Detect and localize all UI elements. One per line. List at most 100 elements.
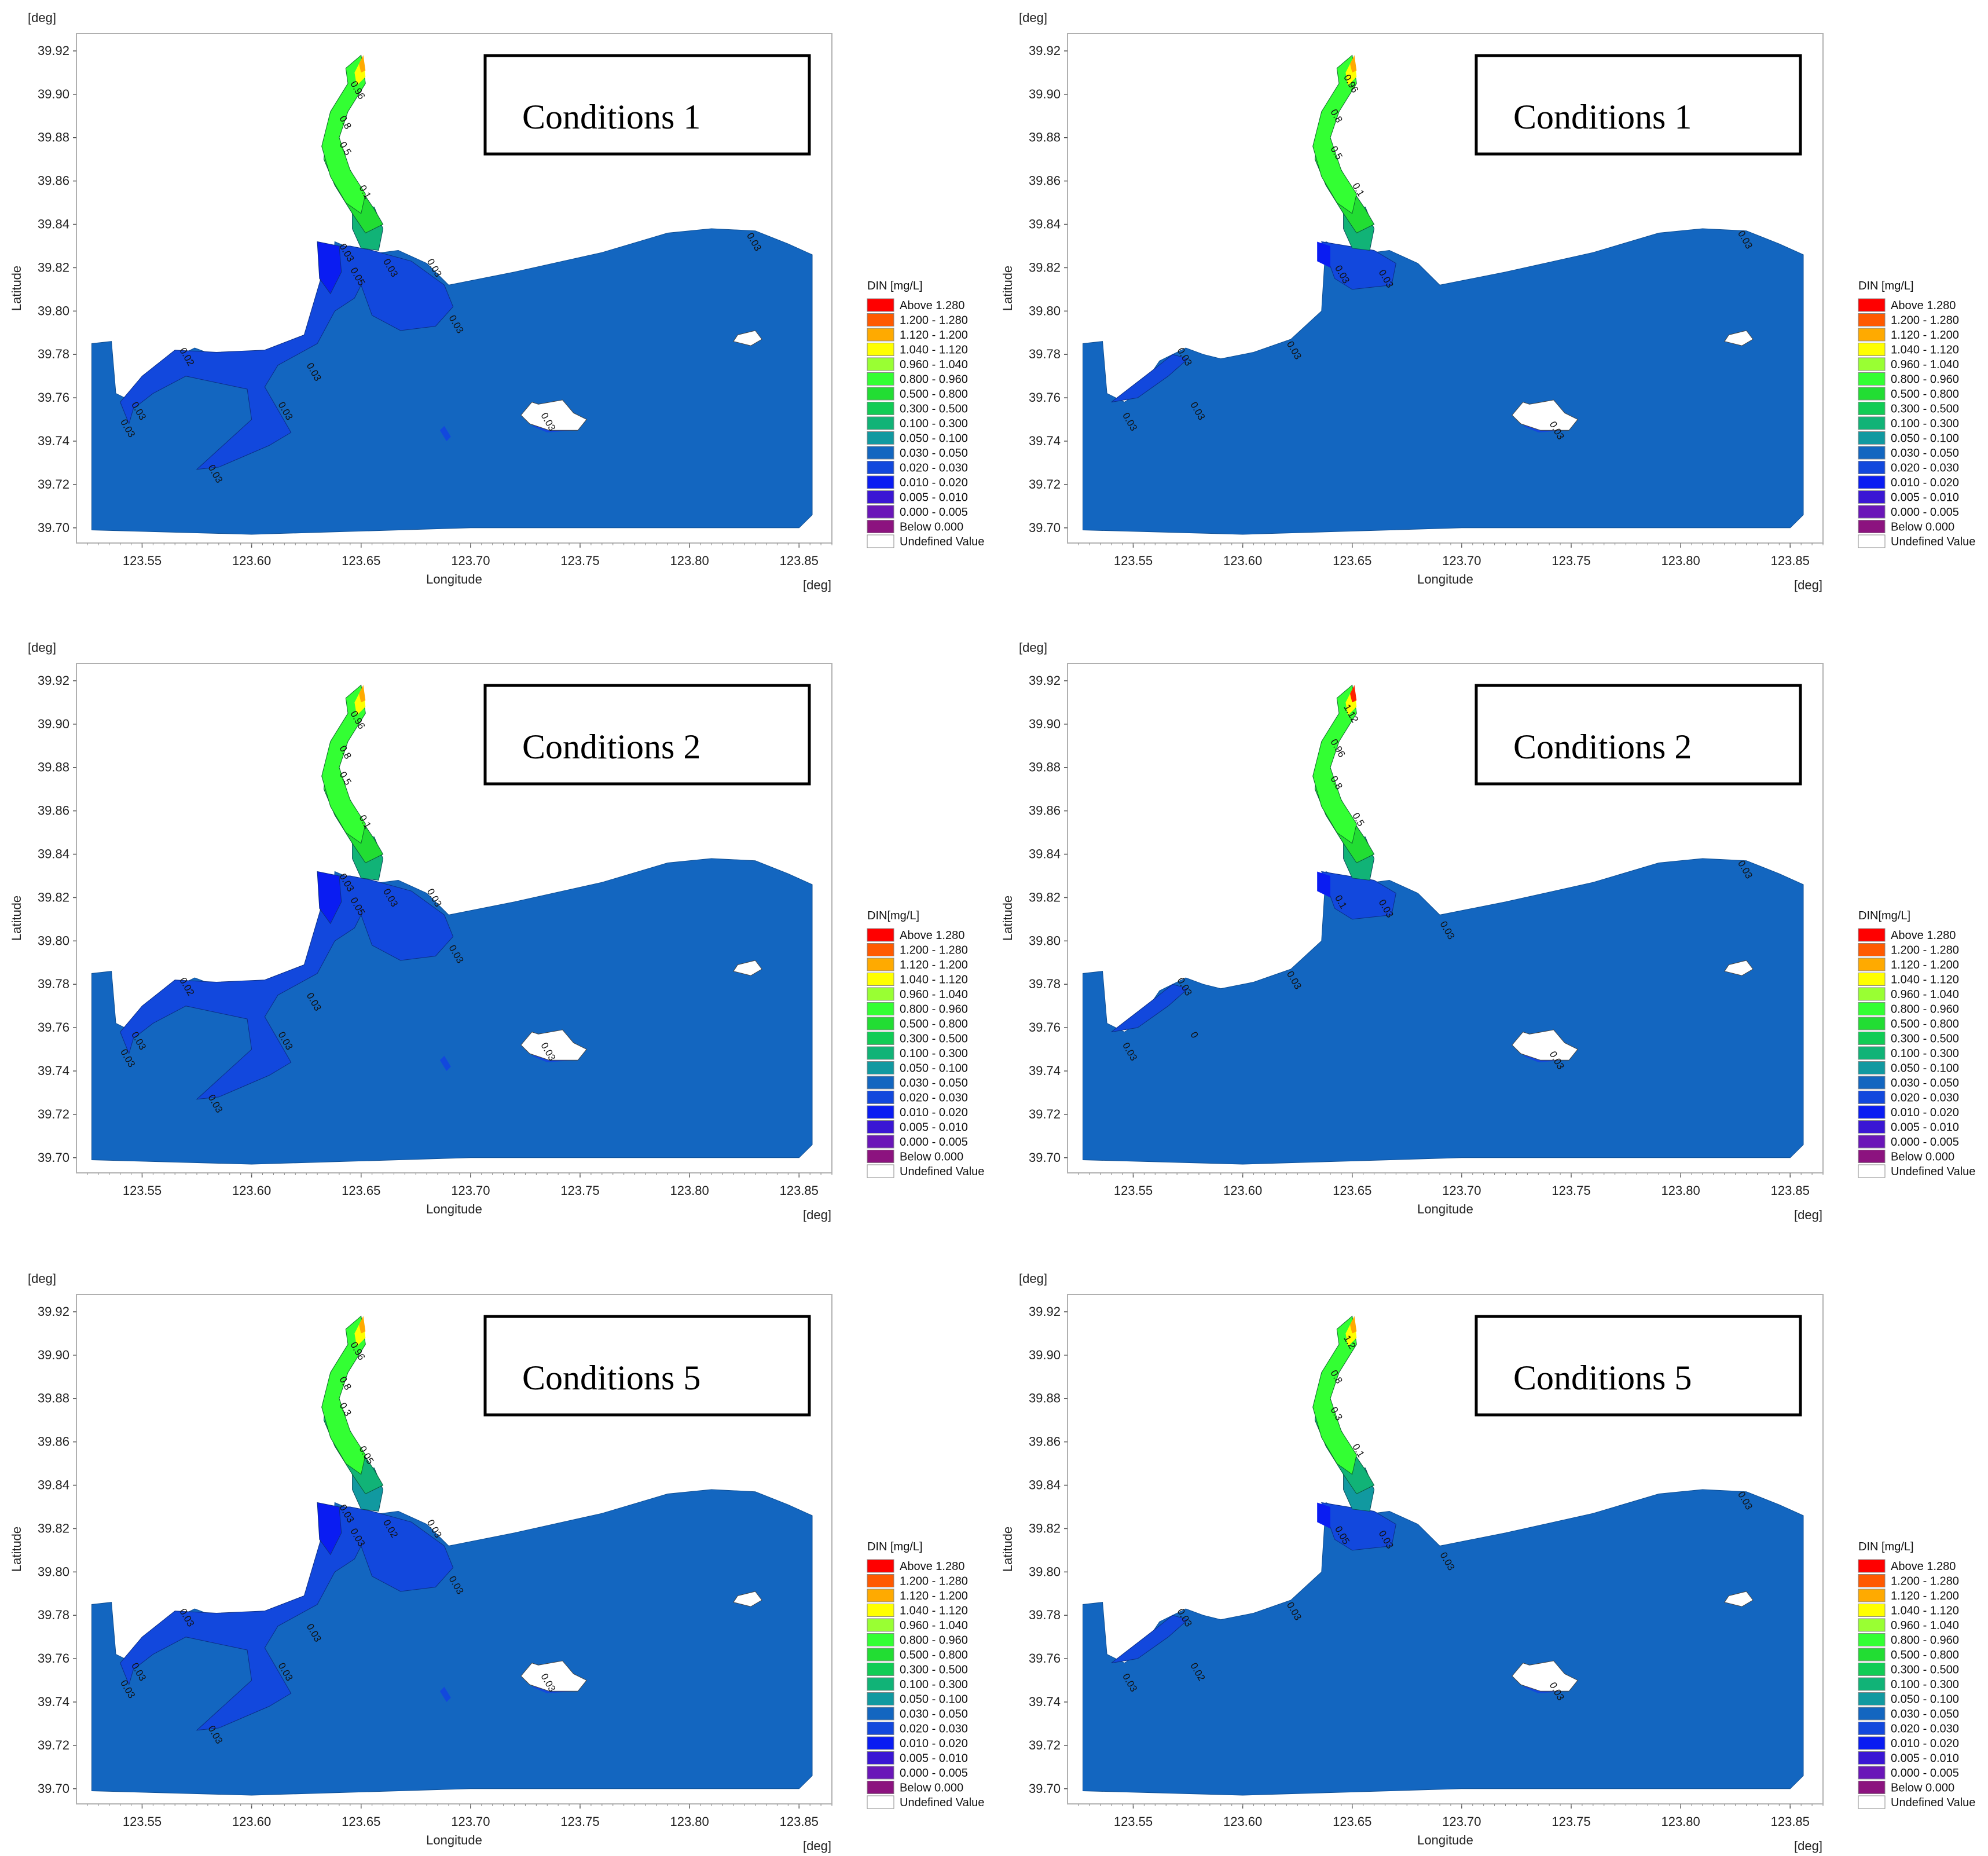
legend-swatch xyxy=(1858,1017,1886,1030)
x-tick-label: 123.85 xyxy=(780,553,819,568)
legend-swatch xyxy=(867,534,894,548)
legend-label: 0.050 - 0.100 xyxy=(1891,1062,1959,1075)
y-tick-label: 39.74 xyxy=(38,1063,69,1078)
y-unit-label: [deg] xyxy=(1019,10,1047,25)
condition-box xyxy=(483,684,811,786)
legend-swatch xyxy=(1858,1781,1886,1794)
x-tick-label: 123.75 xyxy=(1551,1183,1590,1198)
legend-swatch xyxy=(867,313,894,327)
legend-swatch xyxy=(867,1120,894,1134)
y-unit-label: [deg] xyxy=(28,640,56,655)
condition-label: Conditions 1 xyxy=(522,98,700,136)
legend-label: 1.120 - 1.200 xyxy=(1891,959,1959,971)
legend-swatch xyxy=(1858,928,1886,942)
island-main xyxy=(1512,1660,1579,1692)
y-tick-label: 39.72 xyxy=(38,1107,69,1121)
legend-label: 0.030 - 0.050 xyxy=(1891,447,1959,460)
legend-label: Above 1.280 xyxy=(900,299,964,312)
y-tick-label: 39.84 xyxy=(1029,847,1061,861)
x-tick-label: 123.70 xyxy=(451,1814,490,1829)
river-orange-band xyxy=(359,55,366,73)
x-tick-label: 123.65 xyxy=(342,1183,380,1198)
legend-swatch xyxy=(1858,1559,1886,1573)
x-unit-label: [deg] xyxy=(1794,1208,1822,1222)
legend-label: Undefined Value xyxy=(900,1165,984,1178)
y-tick-label: 39.70 xyxy=(38,1150,69,1165)
legend-label: 0.030 - 0.050 xyxy=(900,1708,968,1721)
island-main xyxy=(520,1029,588,1061)
plume-010-020 xyxy=(317,871,342,925)
y-tick-label: 39.86 xyxy=(1029,174,1061,188)
legend-label: 0.960 - 1.040 xyxy=(1891,358,1959,371)
legend-label: 0.005 - 0.010 xyxy=(900,1752,968,1765)
island-main xyxy=(1512,1029,1579,1061)
legend-label: 0.100 - 0.300 xyxy=(900,417,968,430)
map-panel: [deg] [deg] Longitude Latitude 39.92 39.90 39.… xyxy=(1000,640,1975,1222)
x-unit-label: [deg] xyxy=(803,578,831,592)
legend-swatch xyxy=(867,1002,894,1015)
legend-label: 1.120 - 1.200 xyxy=(900,1590,968,1602)
legend-swatch xyxy=(1858,1076,1886,1090)
x-axis-title: Longitude xyxy=(1417,1833,1473,1847)
legend-swatch xyxy=(867,1766,894,1780)
legend-swatch xyxy=(867,1046,894,1060)
river-high-band xyxy=(321,684,366,844)
legend-swatch xyxy=(1858,958,1886,971)
legend-label: 0.005 - 0.010 xyxy=(1891,491,1959,504)
legend-title: DIN[mg/L] xyxy=(1858,909,1910,922)
y-tick-label: 39.78 xyxy=(38,977,69,991)
legend-label: 0.960 - 1.040 xyxy=(1891,1619,1959,1632)
y-tick-label: 39.72 xyxy=(1029,1738,1061,1752)
x-tick-label: 123.80 xyxy=(670,1814,709,1829)
legend-label: 0.500 - 0.800 xyxy=(1891,1018,1959,1030)
legend-label: 0.010 - 0.020 xyxy=(900,1737,968,1750)
y-tick-label: 39.70 xyxy=(1029,1150,1061,1165)
x-tick-label: 123.70 xyxy=(1442,1183,1481,1198)
y-tick-label: 39.88 xyxy=(1029,130,1061,145)
plume-patch xyxy=(439,1055,451,1071)
legend-swatch xyxy=(1858,1002,1886,1015)
legend-label: Below 0.000 xyxy=(900,1151,963,1164)
x-tick-label: 123.65 xyxy=(1333,553,1371,568)
x-tick-label: 123.70 xyxy=(1442,553,1481,568)
legend-swatch xyxy=(1858,1766,1886,1780)
legend-label: Undefined Value xyxy=(900,535,984,548)
legend-swatch xyxy=(1858,1677,1886,1691)
legend-label: 0.000 - 0.005 xyxy=(1891,1767,1959,1780)
island-small xyxy=(1723,1591,1754,1607)
legend-label: Undefined Value xyxy=(1891,535,1975,548)
legend-label: 1.040 - 1.120 xyxy=(900,1605,968,1617)
legend-swatch xyxy=(867,1589,894,1602)
legend-label: Below 0.000 xyxy=(900,1782,963,1795)
x-unit-label: [deg] xyxy=(1794,1839,1822,1853)
legend-swatch xyxy=(867,1663,894,1676)
legend-label: 0.300 - 0.500 xyxy=(900,403,968,416)
legend-title: DIN [mg/L] xyxy=(1858,280,1914,292)
y-tick-label: 39.92 xyxy=(1029,1304,1061,1319)
x-tick-label: 123.80 xyxy=(1661,1814,1700,1829)
legend-swatch xyxy=(1858,1150,1886,1163)
y-tick-label: 39.78 xyxy=(38,347,69,361)
y-tick-label: 39.76 xyxy=(38,1020,69,1035)
legend-label: 1.120 - 1.200 xyxy=(900,329,968,342)
legend-swatch xyxy=(867,958,894,971)
legend-label: 0.960 - 1.040 xyxy=(900,358,968,371)
x-tick-label: 123.85 xyxy=(1771,553,1810,568)
y-tick-label: 39.76 xyxy=(38,1651,69,1666)
condition-label: Conditions 5 xyxy=(522,1359,700,1397)
legend-label: Below 0.000 xyxy=(1891,1782,1954,1795)
x-axis-title: Longitude xyxy=(1417,572,1473,586)
legend-swatch xyxy=(867,1677,894,1691)
x-unit-label: [deg] xyxy=(803,1208,831,1222)
condition-box xyxy=(483,1315,811,1417)
legend-label: Above 1.280 xyxy=(1891,299,1956,312)
legend-label: 0.030 - 0.050 xyxy=(1891,1077,1959,1090)
legend-swatch xyxy=(867,1076,894,1090)
legend-swatch xyxy=(1858,1135,1886,1149)
legend-swatch xyxy=(1858,1692,1886,1705)
legend-label: 0.300 - 0.500 xyxy=(1891,1664,1959,1677)
legend-swatch xyxy=(1858,943,1886,956)
legend-swatch xyxy=(1858,1618,1886,1632)
legend-swatch xyxy=(1858,298,1886,312)
y-tick-label: 39.92 xyxy=(38,43,69,58)
